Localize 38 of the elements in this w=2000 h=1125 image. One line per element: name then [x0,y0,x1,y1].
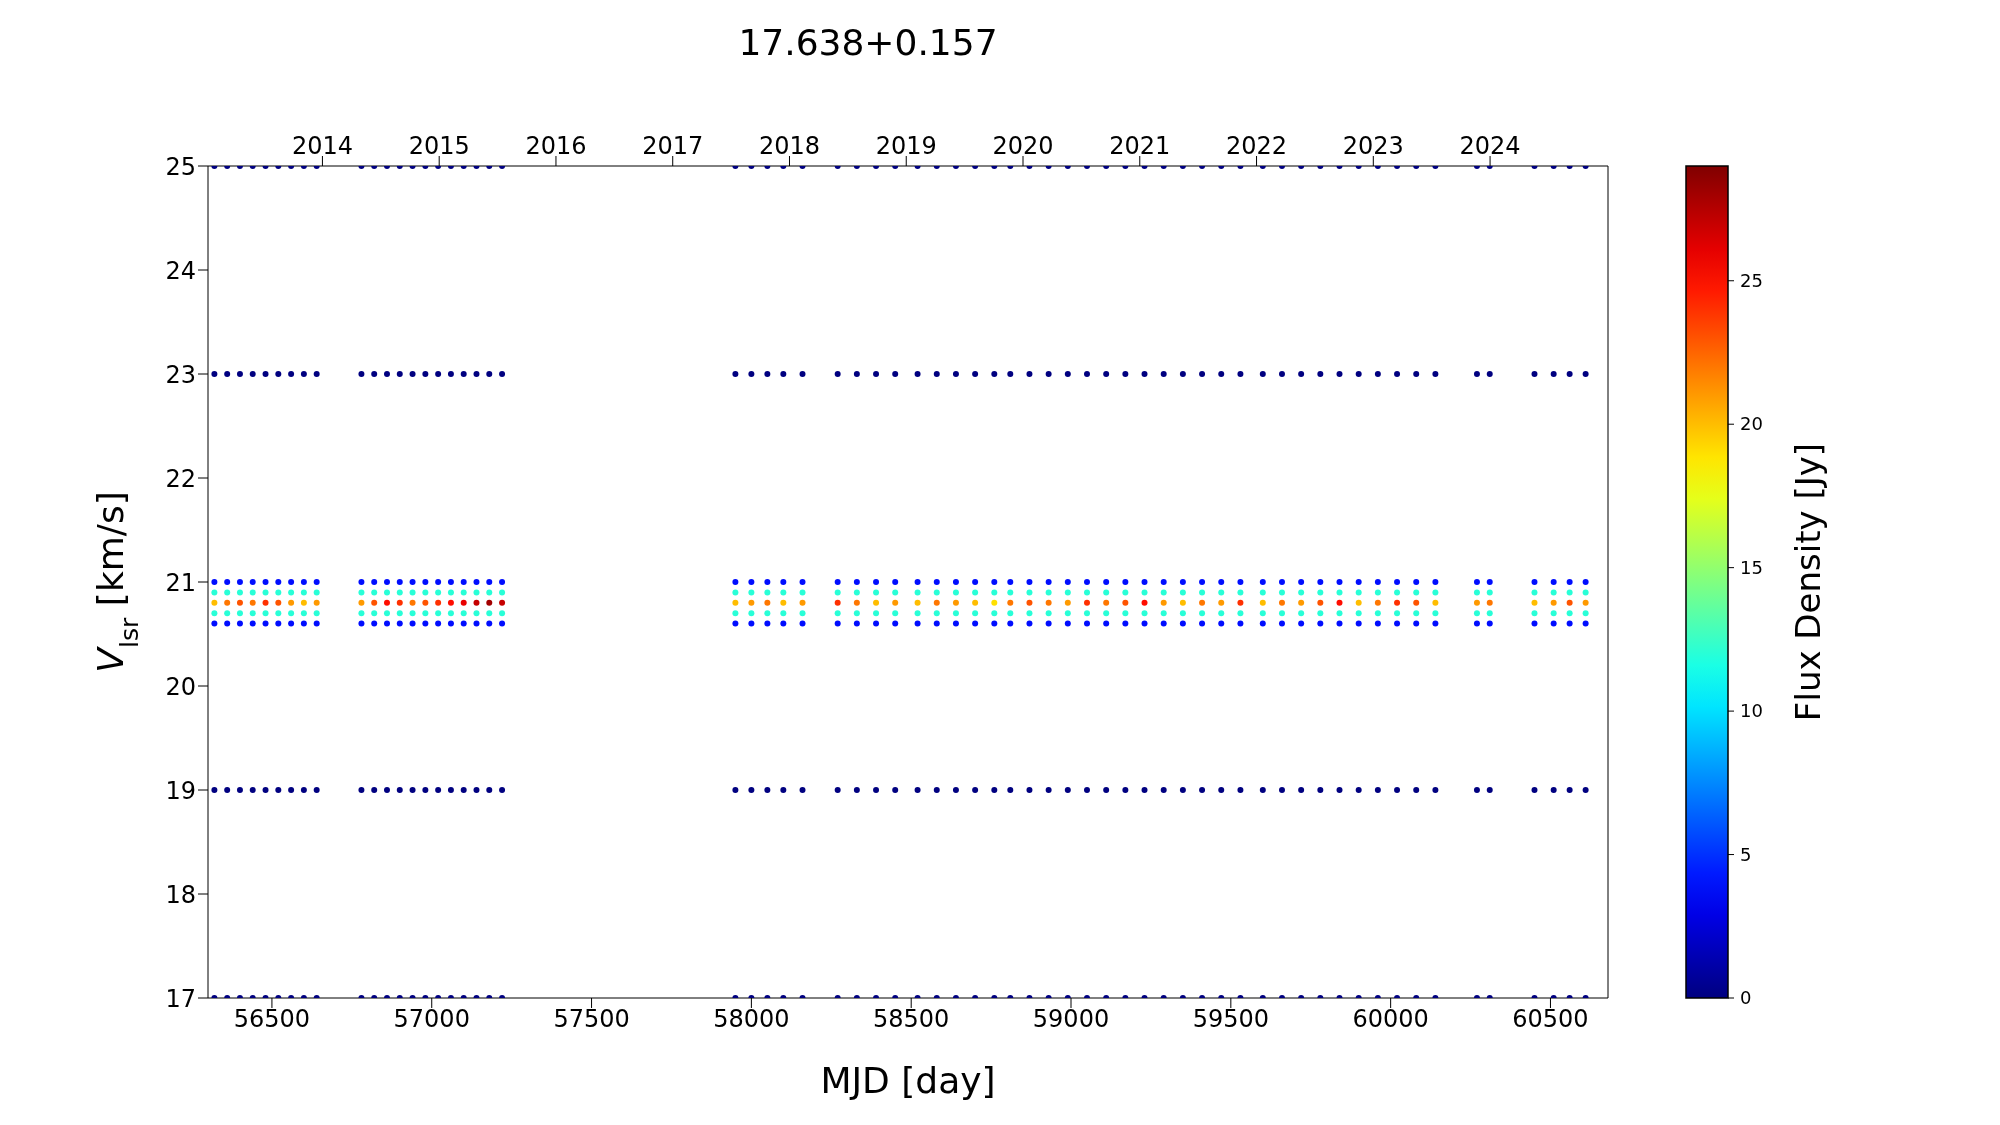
y-tick-label: 18 [165,880,196,909]
color-bar-label: 5 [1740,843,1752,865]
x2-tick-label: 2017 [642,132,704,160]
x-tick-label: 60000 [1352,1005,1429,1034]
x-tick-label: 57500 [553,1005,630,1034]
x-axis-title: MJD [day] [819,1060,997,1101]
x2-tick-label: 2014 [291,132,353,160]
x-tick-label: 59000 [1032,1005,1110,1034]
x2-tick-label: 2024 [1459,132,1521,160]
x-tick-label: 58500 [873,1005,950,1034]
y-tick-label: 25 [165,152,196,181]
color-bar-label: 20 [1740,413,1763,435]
x2-tick-label: 2015 [408,132,470,160]
x2-tick-label: 2019 [875,132,937,160]
color-bar-label: 10 [1740,700,1763,722]
x-tick-label: 59500 [1192,1005,1270,1034]
x2-tick-label: 2016 [525,132,587,160]
y-tick-label: 21 [165,568,196,597]
x2-tick-label: 2022 [1226,132,1288,160]
chart-title: 17.638+0.157 [737,22,999,63]
y-tick-label: 19 [165,776,196,805]
y-tick-label: 17 [165,984,196,1013]
x-tick-label: 60500 [1512,1005,1589,1034]
x2-tick-label: 2020 [992,132,1054,160]
x-tick-label: 58000 [713,1005,790,1034]
color-bar-label: 0 [1740,987,1752,1008]
y-tick-label: 20 [165,672,196,701]
x2-tick-label: 2023 [1342,132,1404,160]
y-tick-label: 22 [165,464,196,493]
x2-tick-label: 2021 [1109,132,1171,160]
y-tick-label: 24 [165,256,196,285]
x-tick-label: 57000 [393,1005,470,1034]
x-tick-label: 56500 [233,1005,311,1034]
y-tick-label: 23 [165,360,196,389]
color-bar-title: Flux Density [Jy] [1788,442,1828,722]
color-bar-label: 25 [1740,269,1763,291]
color-bar-label: 15 [1740,556,1763,578]
x2-tick-label: 2018 [758,132,821,160]
